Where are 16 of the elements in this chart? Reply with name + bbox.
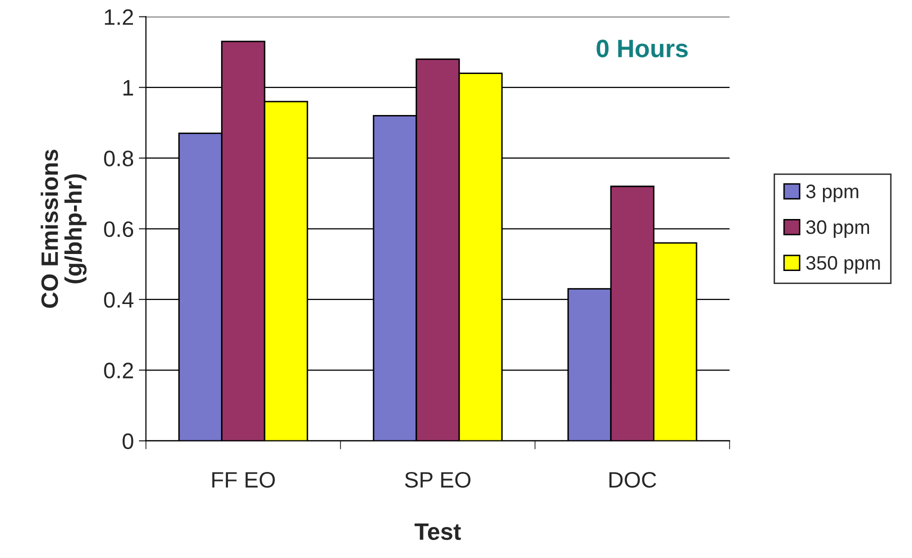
y-tick-label: 0.4 (104, 292, 134, 308)
y-axis-title: CO Emissions (g/bhp-hr) (40, 150, 87, 308)
y-tick-label: 0.6 (104, 221, 134, 238)
legend-label: 350 ppm (806, 256, 880, 274)
x-axis-title: Test (414, 524, 461, 540)
y-tick-label: 1.2 (104, 9, 133, 25)
y-tick-label: 0.8 (104, 150, 134, 166)
y-tick-label: 1 (123, 80, 134, 96)
x-tick-label: DOC (609, 472, 656, 488)
y-tick-label: 0 (122, 433, 134, 450)
y-tick-label: 0.2 (104, 362, 133, 378)
x-tick-label: SP EO (405, 472, 470, 488)
legend-label: 30 ppm (806, 220, 870, 238)
legend-label: 3 ppm (806, 184, 858, 202)
x-tick-label: FF EO (212, 472, 275, 488)
annotation: 0 Hours (596, 40, 688, 58)
